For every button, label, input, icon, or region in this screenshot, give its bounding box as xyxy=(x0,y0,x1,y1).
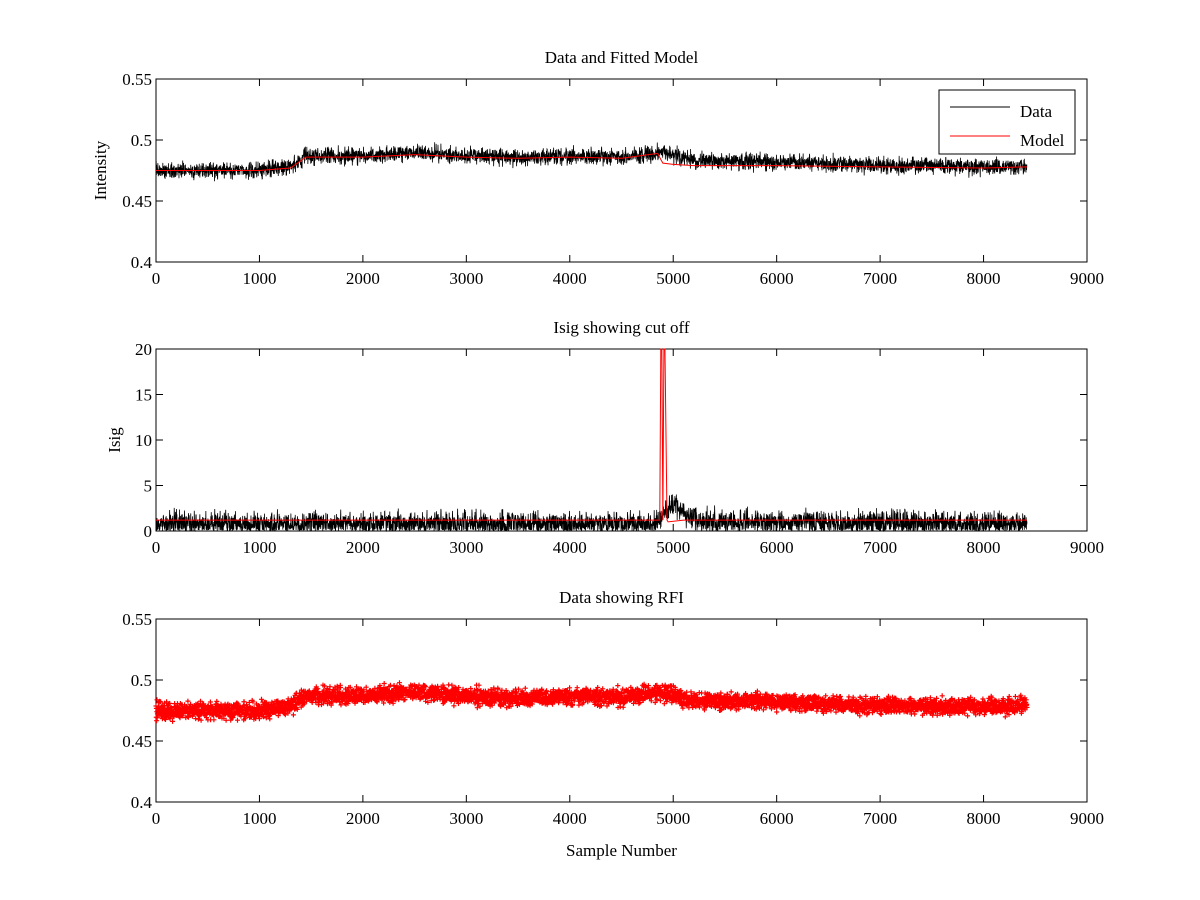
x-tick-label: 5000 xyxy=(656,538,690,557)
panel-isig-showing-cut-off: Isig showing cut off Isig 0 1000 2000 3000 4… xyxy=(105,318,1104,557)
y-axis-label: Intensity xyxy=(91,140,110,200)
plot-series xyxy=(155,142,1028,182)
x-tick-label: 6000 xyxy=(760,269,794,288)
y-tick-label: 10 xyxy=(135,431,152,450)
panel-data-showing-rfi: Data showing RFI Sample Number 0 1000 2000… xyxy=(122,588,1104,860)
legend: Data Model xyxy=(938,89,1076,155)
x-tick-label: 2000 xyxy=(346,538,380,557)
y-tick-label: 0.5 xyxy=(131,131,152,150)
y-tick-label: 15 xyxy=(135,386,152,405)
y-tick-label: 0.4 xyxy=(131,253,153,272)
x-tick-label: 9000 xyxy=(1070,269,1104,288)
x-tick-label: 1000 xyxy=(242,269,276,288)
series-data-line xyxy=(155,142,1028,182)
x-tick-label: 4000 xyxy=(553,538,587,557)
y-tick-label: 0.45 xyxy=(122,192,152,211)
y-axis-label: Isig xyxy=(105,427,124,453)
x-tick-label: 3000 xyxy=(449,538,483,557)
x-tick-label: 7000 xyxy=(863,809,897,828)
x-tick-label: 2000 xyxy=(346,809,380,828)
x-tick-label: 4000 xyxy=(553,269,587,288)
chart-title: Data and Fitted Model xyxy=(545,48,699,67)
axis-ticks: 0 1000 2000 3000 4000 5000 6000 7000 8000 9000 0 5 1… xyxy=(135,340,1104,557)
axes-box xyxy=(155,348,1088,532)
plot-series xyxy=(155,348,1028,533)
x-tick-label: 0 xyxy=(152,269,161,288)
x-tick-label: 0 xyxy=(152,809,161,828)
axis-ticks: 0 1000 2000 3000 4000 5000 6000 7000 8000 9000 0.4… xyxy=(122,70,1104,288)
x-tick-label: 8000 xyxy=(967,538,1001,557)
series-isig-line xyxy=(155,494,1028,533)
y-tick-label: 20 xyxy=(135,340,152,359)
x-tick-label: 7000 xyxy=(863,269,897,288)
x-tick-label: 1000 xyxy=(242,809,276,828)
y-tick-label: 0 xyxy=(144,522,153,541)
x-tick-label: 9000 xyxy=(1070,538,1104,557)
legend-box xyxy=(938,89,1076,155)
x-tick-label: 9000 xyxy=(1070,809,1104,828)
x-tick-label: 4000 xyxy=(553,809,587,828)
chart-title: Isig showing cut off xyxy=(553,318,689,337)
y-tick-label: 0.55 xyxy=(122,70,152,89)
y-tick-label: 0.55 xyxy=(122,610,152,629)
x-tick-label: 3000 xyxy=(449,269,483,288)
axes-box xyxy=(155,78,1088,263)
plot-series xyxy=(153,680,1030,724)
y-tick-label: 0.45 xyxy=(122,732,152,751)
x-tick-label: 7000 xyxy=(863,538,897,557)
x-tick-label: 1000 xyxy=(242,538,276,557)
x-tick-label: 6000 xyxy=(760,538,794,557)
y-tick-label: 0.4 xyxy=(131,793,153,812)
x-tick-label: 2000 xyxy=(346,269,380,288)
x-tick-label: 3000 xyxy=(449,809,483,828)
chart-title: Data showing RFI xyxy=(559,588,684,607)
legend-label-model: Model xyxy=(1020,131,1065,150)
x-tick-label: 0 xyxy=(152,538,161,557)
x-tick-label: 5000 xyxy=(656,809,690,828)
x-tick-label: 6000 xyxy=(760,809,794,828)
y-tick-label: 0.5 xyxy=(131,671,152,690)
series-model-line xyxy=(156,152,1028,171)
series-cut-off-line xyxy=(156,348,1027,523)
legend-label-data: Data xyxy=(1020,102,1053,121)
series-data-markers xyxy=(153,680,1030,724)
x-tick-label: 8000 xyxy=(967,809,1001,828)
panel-data-and-fitted-model: Data and Fitted Model Intensity 0 1000 200… xyxy=(91,48,1104,288)
x-axis-label: Sample Number xyxy=(566,841,677,860)
y-tick-label: 5 xyxy=(144,477,153,496)
axis-ticks: 0 1000 2000 3000 4000 5000 6000 7000 8000 9000 0.4… xyxy=(122,610,1104,828)
x-tick-label: 8000 xyxy=(967,269,1001,288)
x-tick-label: 5000 xyxy=(656,269,690,288)
